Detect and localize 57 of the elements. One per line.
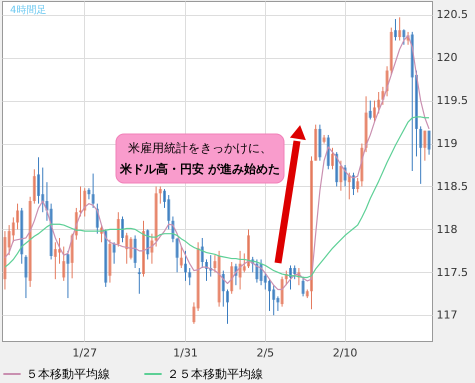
candlestick bbox=[272, 284, 276, 316]
candlestick bbox=[226, 288, 229, 324]
candlestick bbox=[62, 246, 66, 282]
candlestick bbox=[37, 156, 40, 204]
legend-label: ５本移動平均線 bbox=[26, 367, 110, 381]
candlestick bbox=[356, 177, 360, 193]
candlestick bbox=[121, 216, 124, 243]
candlestick bbox=[372, 100, 376, 123]
candlestick bbox=[24, 254, 28, 299]
candlestick bbox=[41, 167, 44, 213]
candlestick bbox=[184, 250, 188, 282]
candlestick bbox=[92, 173, 95, 208]
candlestick bbox=[428, 130, 431, 156]
candlestick bbox=[112, 242, 116, 264]
chart-title: 4時間足 bbox=[10, 4, 46, 16]
annotation: 米ドル高・円安 が進み始めた bbox=[118, 162, 280, 176]
y-tick-label: 120 bbox=[436, 51, 458, 64]
y-tick-label: 119.5 bbox=[436, 94, 468, 108]
candlestick bbox=[54, 242, 57, 280]
candlestick bbox=[16, 203, 20, 230]
candlestick bbox=[188, 268, 192, 286]
x-tick-label: 1/27 bbox=[72, 346, 98, 360]
candlestick bbox=[87, 188, 90, 200]
candlestick bbox=[66, 250, 70, 299]
candlestick bbox=[377, 92, 380, 114]
y-tick-label: 117 bbox=[436, 308, 458, 322]
y-tick-label: 118 bbox=[436, 222, 458, 236]
candlestick bbox=[419, 126, 422, 184]
y-tick-label: 119 bbox=[436, 137, 458, 150]
line-series bbox=[4, 34, 430, 290]
annotation: 米雇用統計をきっかけに、 bbox=[128, 141, 272, 155]
x-tick-label: 2/10 bbox=[332, 346, 358, 360]
candlestick bbox=[200, 237, 204, 269]
candlestick bbox=[402, 28, 406, 46]
candlestick bbox=[83, 188, 86, 218]
y-tick-label: 117.5 bbox=[436, 266, 468, 279]
y-tick-label: 118.5 bbox=[436, 180, 468, 193]
candlestick bbox=[398, 16, 402, 41]
candlestick bbox=[302, 276, 305, 297]
candlestick bbox=[158, 186, 162, 204]
legend-label: ２５本移動平均線 bbox=[167, 367, 263, 381]
candlestick bbox=[176, 237, 179, 273]
candlestick bbox=[339, 160, 342, 192]
candlestick bbox=[167, 194, 170, 230]
y-tick-label: 120.5 bbox=[436, 8, 468, 22]
candlestick bbox=[394, 18, 397, 41]
candlestick bbox=[293, 264, 296, 280]
candlestick bbox=[268, 278, 271, 312]
candlestick bbox=[255, 258, 258, 284]
candlestick bbox=[129, 236, 132, 260]
x-tick-label: 2/5 bbox=[256, 346, 274, 360]
candlestick bbox=[125, 232, 128, 264]
candlestick bbox=[330, 147, 334, 170]
x-tick-label: 1/31 bbox=[173, 346, 198, 360]
candlestick bbox=[180, 246, 183, 269]
candlestick bbox=[423, 130, 426, 162]
candlestick bbox=[368, 100, 372, 120]
